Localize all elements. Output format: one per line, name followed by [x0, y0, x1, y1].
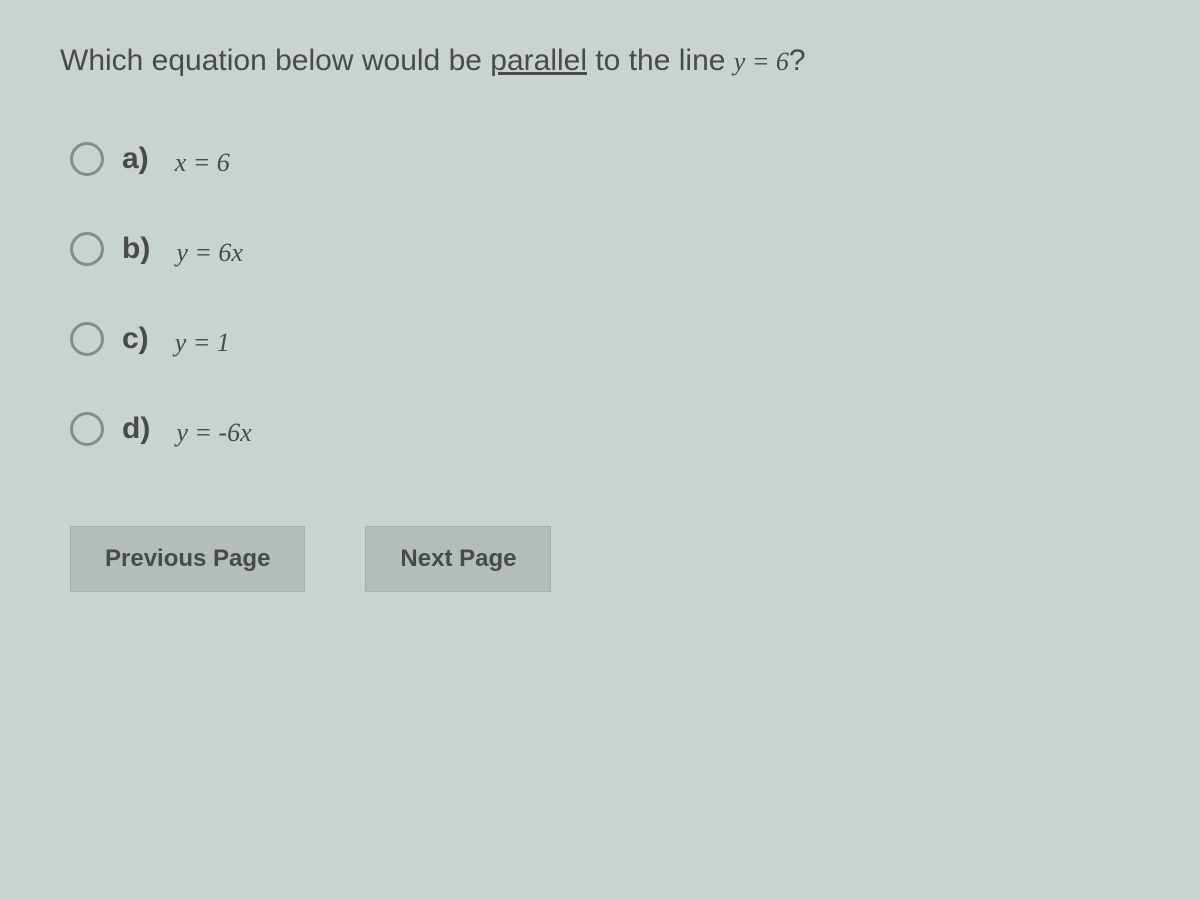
- option-c-equation: y = 1: [175, 328, 230, 358]
- options-list: a) x = 6 b) y = 6x c) y = 1 d) y = -6x: [70, 142, 1140, 446]
- option-b[interactable]: b) y = 6x: [70, 232, 1140, 266]
- option-a[interactable]: a) x = 6: [70, 142, 1140, 176]
- option-b-equation: y = 6x: [176, 238, 243, 268]
- question-underlined: parallel: [490, 44, 587, 77]
- radio-d[interactable]: [70, 412, 104, 446]
- radio-a[interactable]: [70, 142, 104, 176]
- option-a-label: a): [122, 142, 149, 176]
- question-suffix: ?: [789, 44, 806, 77]
- question-middle: to the line: [587, 44, 734, 77]
- radio-c[interactable]: [70, 322, 104, 356]
- option-b-label: b): [122, 232, 150, 266]
- question-equation: y = 6: [734, 47, 789, 76]
- option-c[interactable]: c) y = 1: [70, 322, 1140, 356]
- option-d-equation: y = -6x: [176, 418, 251, 448]
- previous-page-button[interactable]: Previous Page: [70, 526, 305, 592]
- option-c-label: c): [122, 322, 149, 356]
- option-a-equation: x = 6: [175, 148, 230, 178]
- nav-button-row: Previous Page Next Page: [70, 526, 1140, 592]
- option-d-label: d): [122, 412, 150, 446]
- question-text: Which equation below would be parallel t…: [60, 40, 1140, 82]
- radio-b[interactable]: [70, 232, 104, 266]
- next-page-button[interactable]: Next Page: [365, 526, 551, 592]
- option-d[interactable]: d) y = -6x: [70, 412, 1140, 446]
- question-prefix: Which equation below would be: [60, 44, 490, 77]
